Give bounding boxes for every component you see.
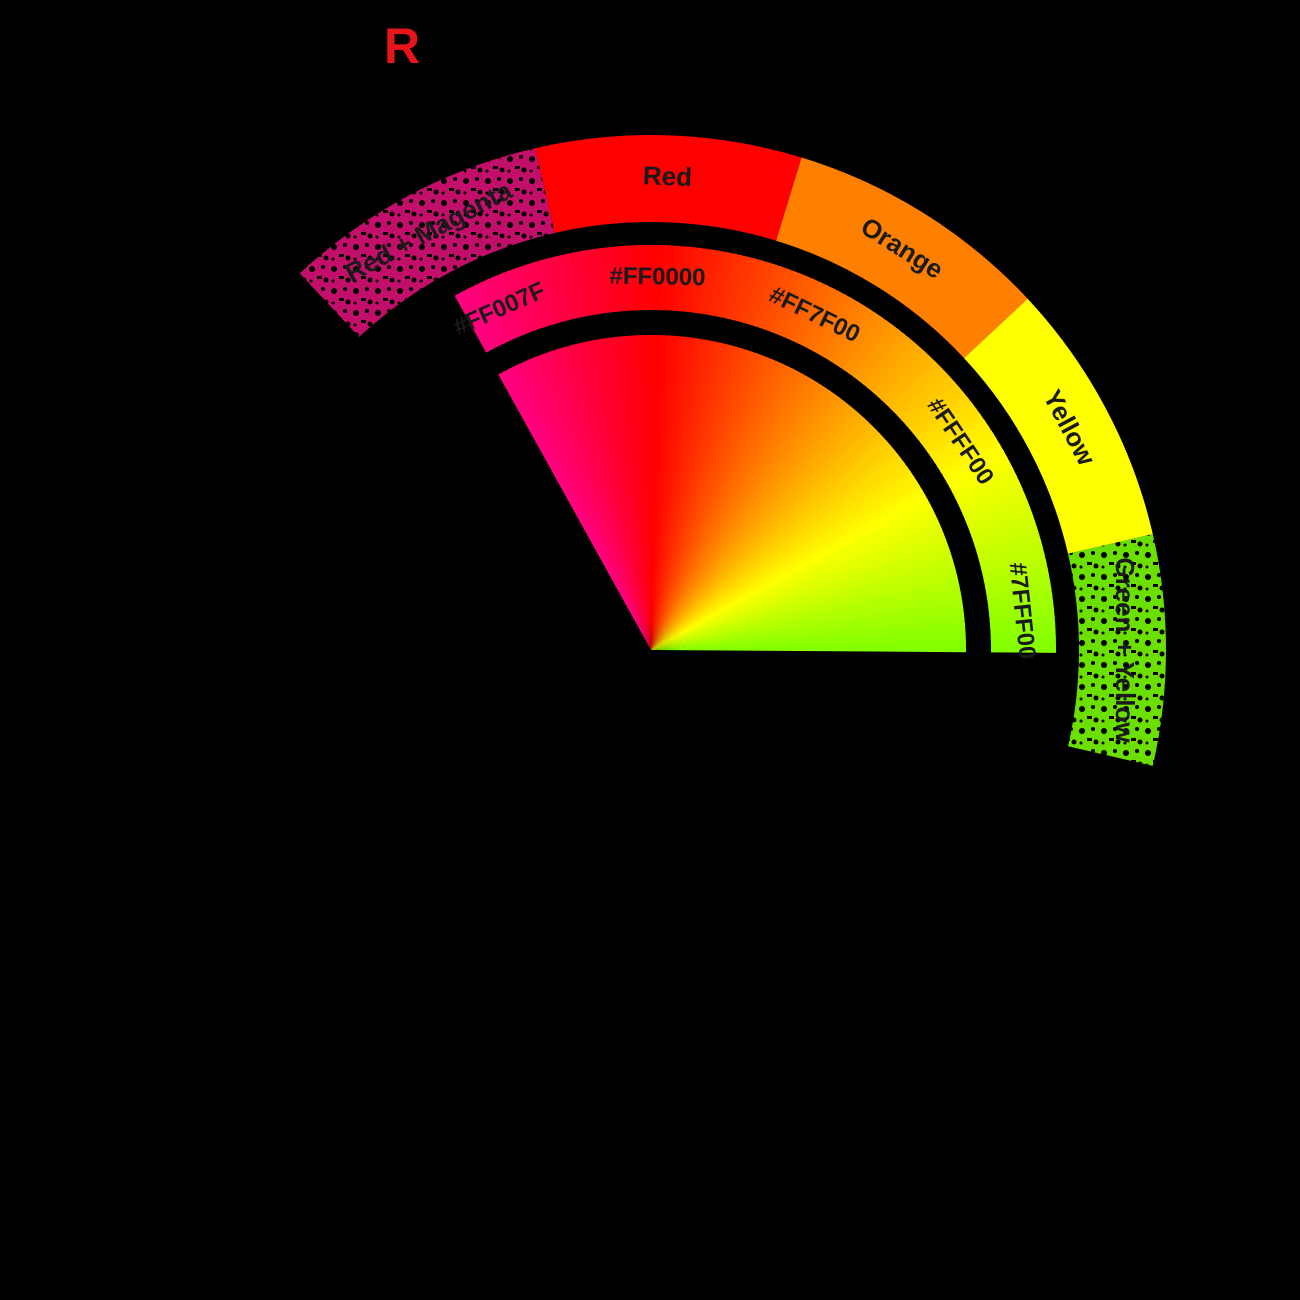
color-name-ring — [299, 135, 1166, 766]
color-name-label: Red — [642, 160, 692, 192]
ring-segment — [776, 157, 1028, 359]
title-letter: R — [384, 18, 421, 74]
color-name-label: Green + Yellow — [1110, 557, 1140, 743]
ring-segment — [964, 298, 1153, 554]
segment-texture — [1068, 534, 1166, 766]
ring-segment — [535, 135, 802, 241]
hex-code-label: #FF0000 — [609, 263, 706, 292]
inner-gradient-sector — [498, 335, 966, 653]
hex-code-ring — [454, 244, 1056, 653]
segment-texture — [299, 148, 555, 337]
